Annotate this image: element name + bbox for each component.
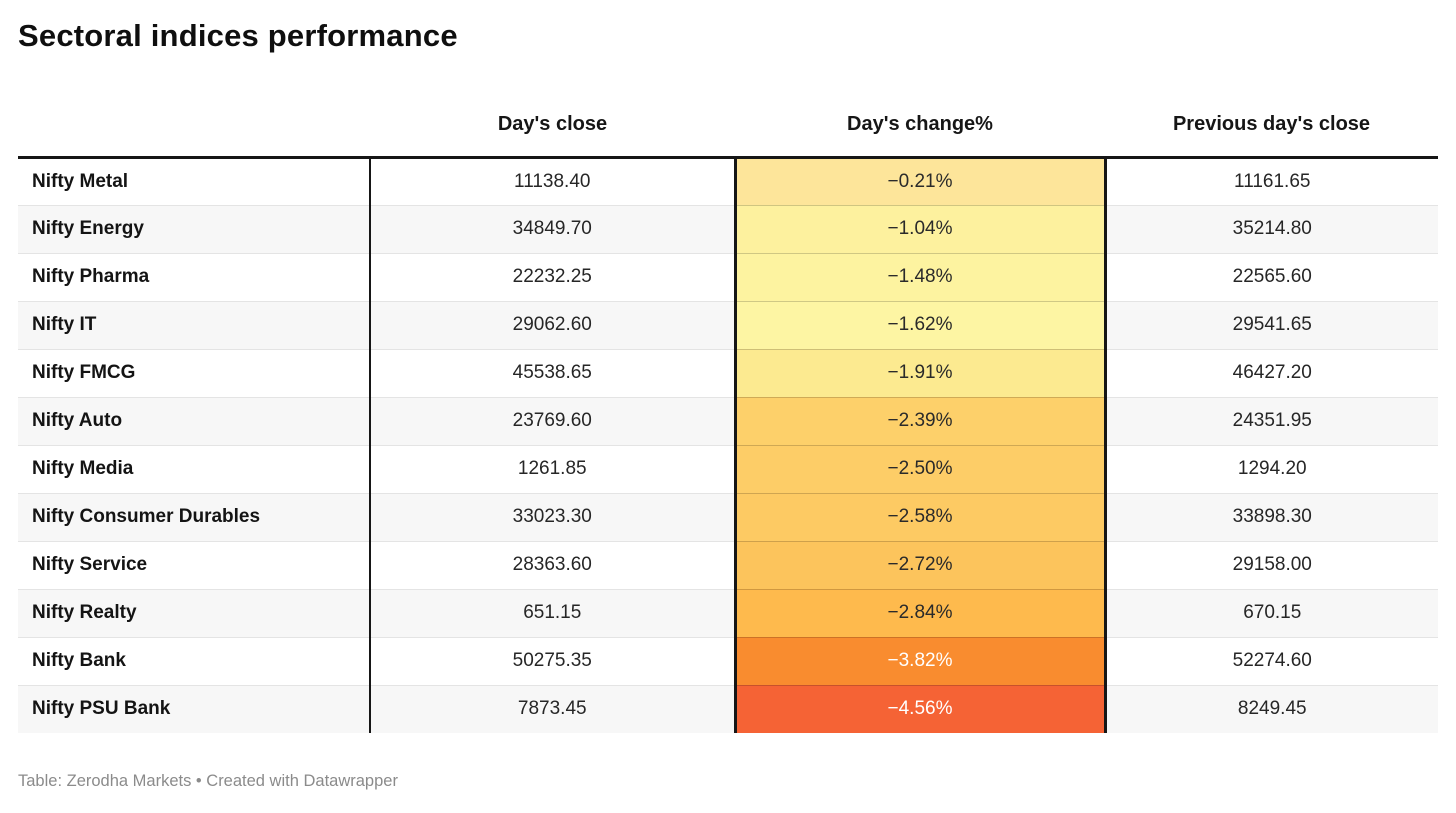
table-row: Nifty Auto 23769.60 −2.39% 24351.95: [18, 396, 1438, 445]
days-change-cell: −4.56%: [733, 684, 1107, 733]
sectoral-indices-table: Day's close Day's change% Previous day's…: [18, 100, 1438, 733]
days-change-cell: −1.04%: [733, 204, 1107, 253]
days-change-cell: −0.21%: [733, 157, 1107, 205]
days-change-cell: −2.50%: [733, 444, 1107, 493]
days-close-cell: 23769.60: [370, 396, 735, 445]
table-body: Nifty Metal 11138.40 −0.21% 11161.65 Nifty E…: [18, 157, 1438, 733]
table-row: Nifty Service 28363.60 −2.72% 29158.00: [18, 540, 1438, 589]
days-close-cell: 45538.65: [370, 348, 735, 397]
header-days-change: Day's change%: [735, 100, 1105, 159]
table-row: Nifty Pharma 22232.25 −1.48% 22565.60: [18, 252, 1438, 301]
table-row: Nifty IT 29062.60 −1.62% 29541.65: [18, 300, 1438, 349]
prev-close-cell: 22565.60: [1105, 252, 1438, 301]
prev-close-cell: 1294.20: [1105, 444, 1438, 493]
days-close-cell: 651.15: [370, 588, 735, 637]
row-label: Nifty Energy: [18, 204, 371, 253]
prev-close-cell: 29158.00: [1105, 540, 1438, 589]
row-label: Nifty Metal: [18, 157, 371, 205]
header-days-close: Day's close: [370, 100, 735, 159]
header-index: [18, 100, 370, 159]
days-close-cell: 22232.25: [370, 252, 735, 301]
days-close-cell: 28363.60: [370, 540, 735, 589]
row-label: Nifty IT: [18, 300, 371, 349]
row-label: Nifty Realty: [18, 588, 371, 637]
days-change-cell: −1.62%: [733, 300, 1107, 349]
days-change-cell: −2.84%: [733, 588, 1107, 637]
row-label: Nifty Service: [18, 540, 371, 589]
days-close-cell: 33023.30: [370, 492, 735, 541]
attribution-footer: Table: Zerodha Markets • Created with Da…: [18, 772, 398, 790]
days-change-cell: −1.91%: [733, 348, 1107, 397]
header-previous-close: Previous day's close: [1105, 100, 1438, 159]
row-label: Nifty FMCG: [18, 348, 371, 397]
prev-close-cell: 8249.45: [1105, 684, 1438, 733]
days-close-cell: 50275.35: [370, 636, 735, 685]
table-row: Nifty Energy 34849.70 −1.04% 35214.80: [18, 204, 1438, 253]
table-row: Nifty Media 1261.85 −2.50% 1294.20: [18, 444, 1438, 493]
prev-close-cell: 33898.30: [1105, 492, 1438, 541]
prev-close-cell: 46427.20: [1105, 348, 1438, 397]
days-change-cell: −2.39%: [733, 396, 1107, 445]
days-close-cell: 11138.40: [514, 170, 591, 192]
row-label: Nifty PSU Bank: [18, 684, 371, 733]
prev-close-cell: 52274.60: [1105, 636, 1438, 685]
days-close-cell: 34849.70: [370, 204, 735, 253]
row-label: Nifty Consumer Durables: [18, 492, 371, 541]
days-change-cell: −1.48%: [733, 252, 1107, 301]
row-label: Nifty Bank: [18, 636, 371, 685]
row-label: Nifty Auto: [18, 396, 371, 445]
table-header: Day's close Day's change% Previous day's…: [18, 100, 1438, 159]
days-change-cell: −2.58%: [733, 492, 1107, 541]
table-row: Nifty FMCG 45538.65 −1.91% 46427.20: [18, 348, 1438, 397]
table-row: Nifty Consumer Durables 33023.30 −2.58% 338…: [18, 492, 1438, 541]
prev-close-cell: 670.15: [1105, 588, 1438, 637]
prev-close-cell: 35214.80: [1105, 204, 1438, 253]
page-title: Sectoral indices performance: [18, 18, 458, 53]
prev-close-cell: 11161.65: [1234, 170, 1311, 192]
row-label: Nifty Pharma: [18, 252, 371, 301]
prev-close-cell: 24351.95: [1105, 396, 1438, 445]
table-row: Nifty Bank 50275.35 −3.82% 52274.60: [18, 636, 1438, 685]
prev-close-cell: 29541.65: [1105, 300, 1438, 349]
table-row: Nifty Metal 11138.40 −0.21% 11161.65: [18, 157, 1438, 205]
table-row: Nifty Realty 651.15 −2.84% 670.15: [18, 588, 1438, 637]
days-close-cell: 1261.85: [370, 444, 735, 493]
days-change-cell: −3.82%: [733, 636, 1107, 685]
days-close-cell: 29062.60: [370, 300, 735, 349]
row-label: Nifty Media: [18, 444, 371, 493]
days-change-cell: −2.72%: [733, 540, 1107, 589]
days-close-cell: 7873.45: [370, 684, 735, 733]
table-row: Nifty PSU Bank 7873.45 −4.56% 8249.45: [18, 684, 1438, 733]
header-row: Day's close Day's change% Previous day's…: [18, 100, 1438, 159]
